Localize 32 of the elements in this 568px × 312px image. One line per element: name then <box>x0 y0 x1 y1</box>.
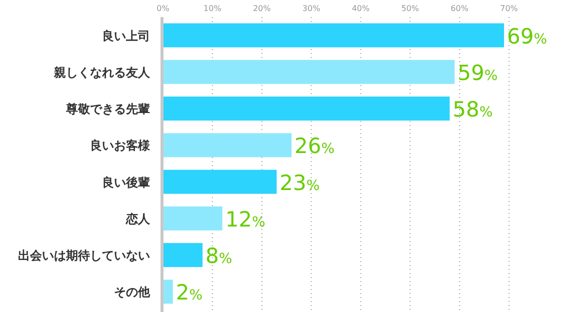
data-label: 23% <box>280 170 320 195</box>
bar <box>163 23 504 48</box>
bar <box>163 170 277 194</box>
x-tick-label: 50% <box>401 4 420 13</box>
y-tick-label: 出会いは期待していない <box>18 248 150 263</box>
y-tick-label: 親しくなれる友人 <box>53 65 151 80</box>
x-tick-label: 40% <box>352 4 370 13</box>
data-label: 12% <box>225 207 266 232</box>
y-tick-label: 尊敬できる先輩 <box>65 102 150 116</box>
y-tick-label: その他 <box>114 285 151 300</box>
y-tick-label: 良い上司 <box>102 28 150 43</box>
data-label: 8% <box>206 244 232 268</box>
bar <box>163 133 292 158</box>
bar <box>163 60 455 84</box>
x-tick-label: 60% <box>450 4 469 13</box>
data-label: 59% <box>458 60 498 85</box>
y-tick-label: 恋人 <box>125 212 151 226</box>
bar <box>163 96 450 121</box>
x-tick-label: 0% <box>156 4 170 13</box>
data-label: 2% <box>176 280 203 305</box>
bar <box>163 206 222 230</box>
data-label: 26% <box>294 134 335 158</box>
y-tick-label: 良いお客様 <box>90 138 151 153</box>
x-tick-label: 20% <box>252 4 272 13</box>
bar <box>163 243 203 268</box>
x-tick-label: 10% <box>204 4 222 13</box>
data-label: 69% <box>507 24 548 48</box>
bar <box>163 280 173 304</box>
x-tick-label: 30% <box>302 4 321 13</box>
data-label: 58% <box>452 98 493 122</box>
y-tick-label: 良い後輩 <box>102 175 150 190</box>
x-tick-label: 70% <box>500 4 518 13</box>
